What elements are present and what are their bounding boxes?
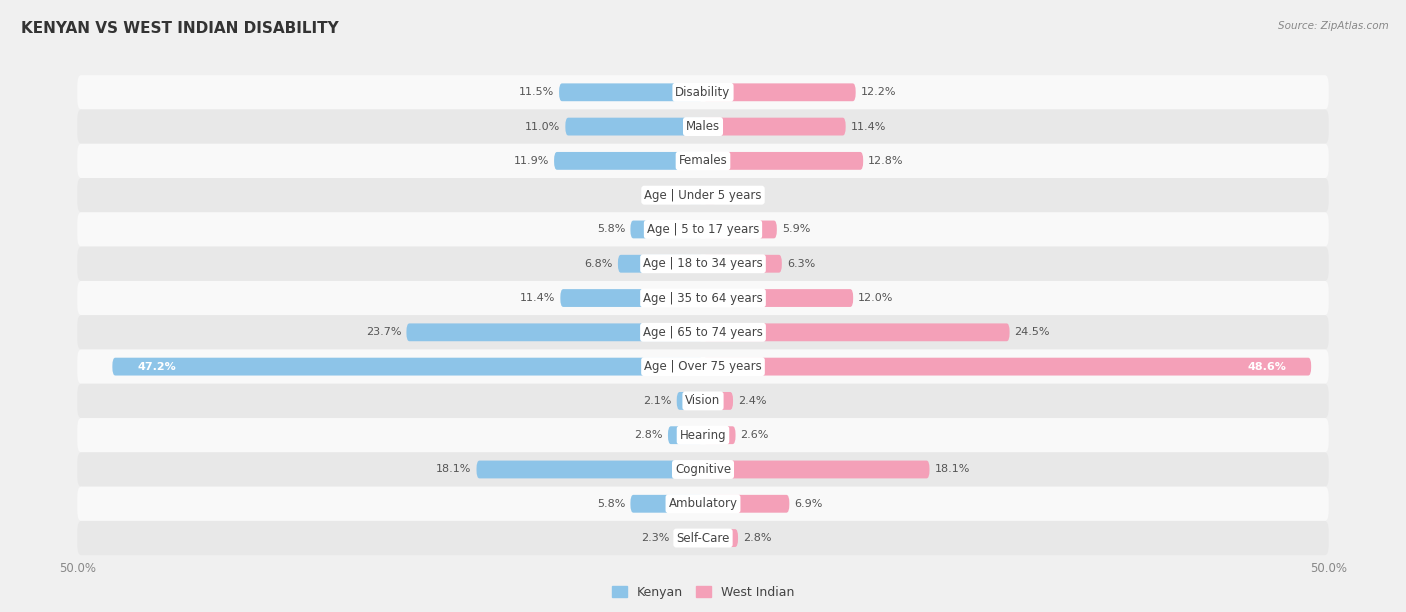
Text: 2.4%: 2.4% (738, 396, 766, 406)
Text: KENYAN VS WEST INDIAN DISABILITY: KENYAN VS WEST INDIAN DISABILITY (21, 21, 339, 37)
Text: 18.1%: 18.1% (436, 465, 471, 474)
FancyBboxPatch shape (77, 212, 1329, 247)
FancyBboxPatch shape (77, 75, 1329, 110)
Text: 11.4%: 11.4% (851, 122, 886, 132)
FancyBboxPatch shape (77, 349, 1329, 384)
Text: Age | 35 to 64 years: Age | 35 to 64 years (643, 291, 763, 305)
Text: Cognitive: Cognitive (675, 463, 731, 476)
FancyBboxPatch shape (77, 178, 1329, 212)
FancyBboxPatch shape (703, 83, 856, 101)
FancyBboxPatch shape (703, 289, 853, 307)
FancyBboxPatch shape (477, 461, 703, 479)
FancyBboxPatch shape (77, 315, 1329, 349)
Legend: Kenyan, West Indian: Kenyan, West Indian (607, 581, 799, 604)
FancyBboxPatch shape (77, 384, 1329, 418)
FancyBboxPatch shape (675, 529, 703, 547)
FancyBboxPatch shape (565, 118, 703, 135)
FancyBboxPatch shape (77, 487, 1329, 521)
Text: 47.2%: 47.2% (138, 362, 176, 371)
Text: 24.5%: 24.5% (1015, 327, 1050, 337)
FancyBboxPatch shape (554, 152, 703, 170)
FancyBboxPatch shape (630, 495, 703, 513)
FancyBboxPatch shape (703, 495, 789, 513)
FancyBboxPatch shape (560, 83, 703, 101)
FancyBboxPatch shape (703, 255, 782, 273)
Text: 1.1%: 1.1% (721, 190, 749, 200)
FancyBboxPatch shape (703, 461, 929, 479)
Text: 18.1%: 18.1% (935, 465, 970, 474)
Text: 12.8%: 12.8% (868, 156, 904, 166)
Text: 11.4%: 11.4% (520, 293, 555, 303)
Text: Age | 18 to 34 years: Age | 18 to 34 years (643, 257, 763, 271)
FancyBboxPatch shape (703, 392, 733, 410)
Text: 6.9%: 6.9% (794, 499, 823, 509)
FancyBboxPatch shape (703, 186, 717, 204)
Text: Males: Males (686, 120, 720, 133)
Text: 2.1%: 2.1% (644, 396, 672, 406)
FancyBboxPatch shape (676, 392, 703, 410)
Text: Ambulatory: Ambulatory (668, 498, 738, 510)
Text: Source: ZipAtlas.com: Source: ZipAtlas.com (1278, 21, 1389, 31)
FancyBboxPatch shape (668, 427, 703, 444)
FancyBboxPatch shape (688, 186, 703, 204)
FancyBboxPatch shape (561, 289, 703, 307)
Text: Self-Care: Self-Care (676, 532, 730, 545)
FancyBboxPatch shape (77, 418, 1329, 452)
FancyBboxPatch shape (112, 357, 703, 376)
Text: Females: Females (679, 154, 727, 167)
Text: 12.2%: 12.2% (860, 88, 896, 97)
Text: 23.7%: 23.7% (366, 327, 402, 337)
Text: Age | 65 to 74 years: Age | 65 to 74 years (643, 326, 763, 339)
FancyBboxPatch shape (617, 255, 703, 273)
FancyBboxPatch shape (77, 247, 1329, 281)
Text: 2.8%: 2.8% (634, 430, 664, 440)
FancyBboxPatch shape (77, 110, 1329, 144)
Text: 6.8%: 6.8% (585, 259, 613, 269)
FancyBboxPatch shape (77, 452, 1329, 487)
Text: 2.3%: 2.3% (641, 533, 669, 543)
Text: 2.6%: 2.6% (741, 430, 769, 440)
Text: Age | Over 75 years: Age | Over 75 years (644, 360, 762, 373)
FancyBboxPatch shape (406, 323, 703, 341)
Text: 11.9%: 11.9% (513, 156, 550, 166)
FancyBboxPatch shape (703, 529, 738, 547)
FancyBboxPatch shape (703, 152, 863, 170)
FancyBboxPatch shape (703, 357, 1312, 376)
Text: Hearing: Hearing (679, 428, 727, 442)
Text: 6.3%: 6.3% (787, 259, 815, 269)
FancyBboxPatch shape (703, 118, 845, 135)
Text: 5.8%: 5.8% (598, 225, 626, 234)
Text: Age | 5 to 17 years: Age | 5 to 17 years (647, 223, 759, 236)
FancyBboxPatch shape (703, 427, 735, 444)
Text: 5.8%: 5.8% (598, 499, 626, 509)
Text: Vision: Vision (685, 394, 721, 408)
Text: 48.6%: 48.6% (1247, 362, 1286, 371)
FancyBboxPatch shape (77, 521, 1329, 555)
Text: 5.9%: 5.9% (782, 225, 810, 234)
Text: 11.5%: 11.5% (519, 88, 554, 97)
FancyBboxPatch shape (77, 144, 1329, 178)
Text: 12.0%: 12.0% (858, 293, 894, 303)
FancyBboxPatch shape (77, 281, 1329, 315)
FancyBboxPatch shape (630, 220, 703, 238)
Text: 1.2%: 1.2% (655, 190, 683, 200)
Text: Age | Under 5 years: Age | Under 5 years (644, 188, 762, 202)
FancyBboxPatch shape (703, 220, 778, 238)
Text: Disability: Disability (675, 86, 731, 99)
FancyBboxPatch shape (703, 323, 1010, 341)
Text: 2.8%: 2.8% (742, 533, 772, 543)
Text: 11.0%: 11.0% (524, 122, 561, 132)
